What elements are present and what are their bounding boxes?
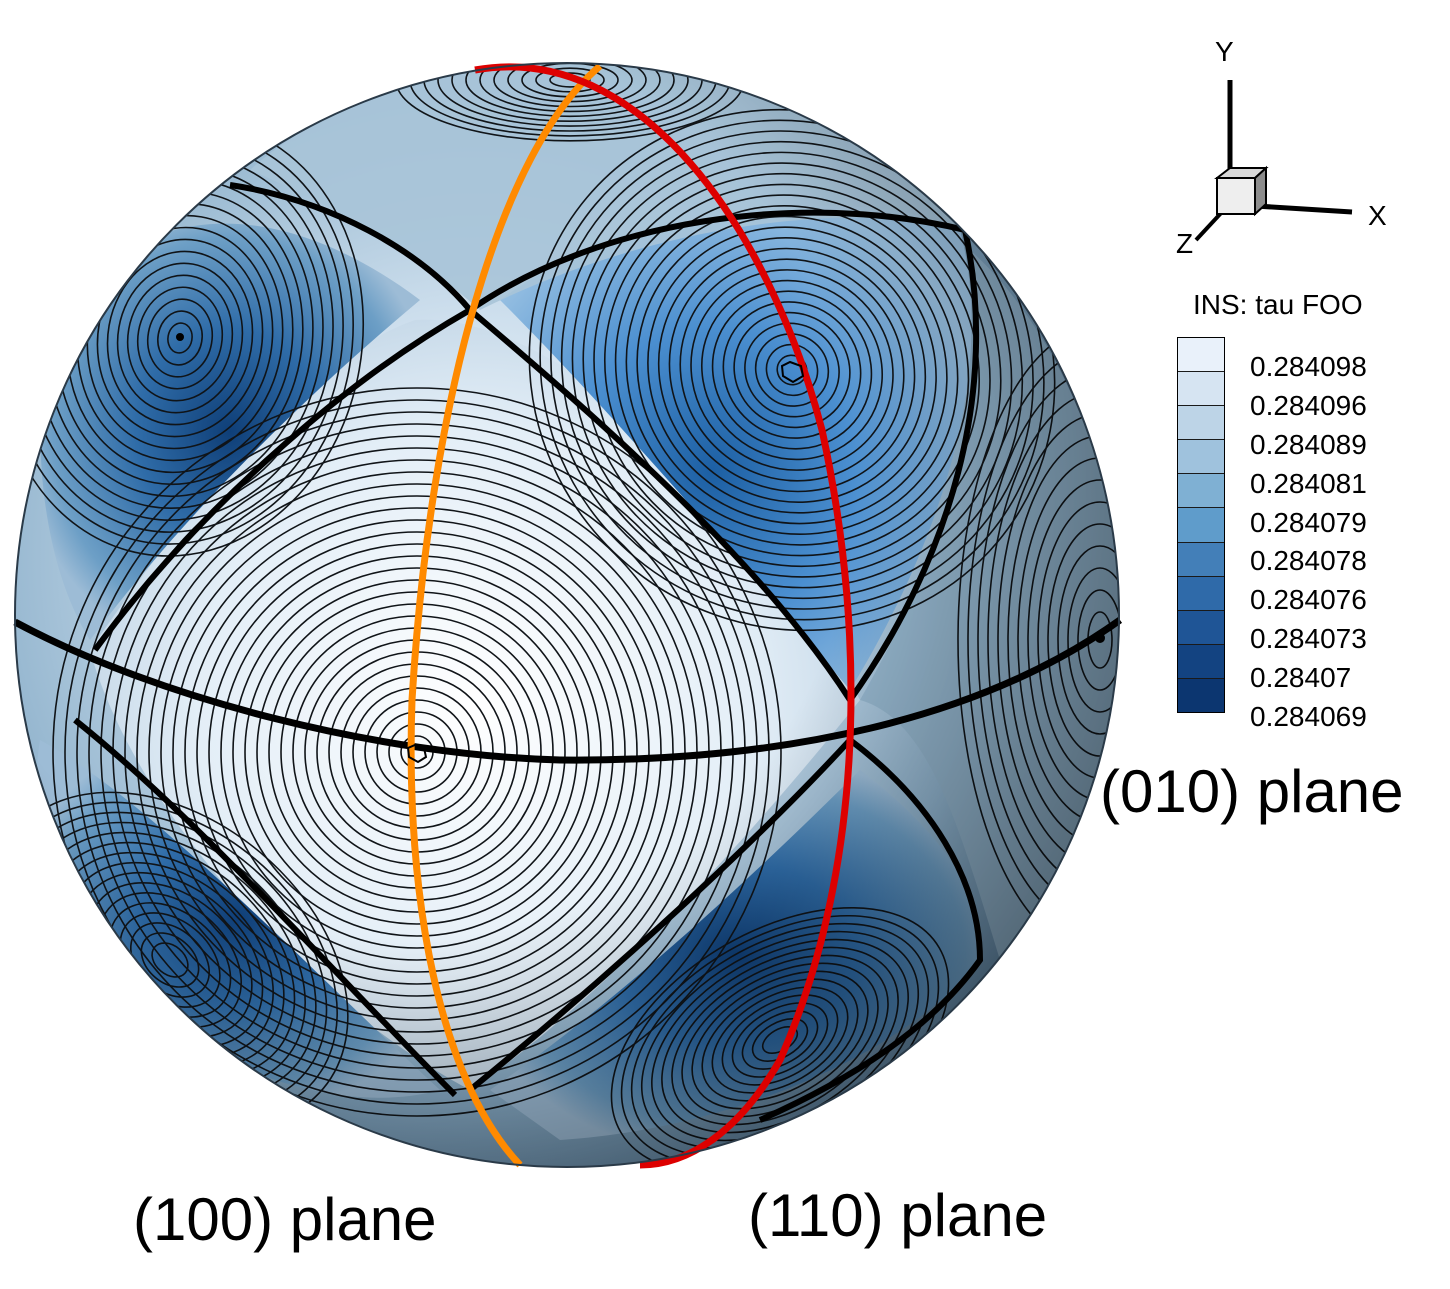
legend-colorbar bbox=[1177, 337, 1225, 713]
legend-labels: 0.284098 0.284096 0.284089 0.284081 0.284079… bbox=[1250, 348, 1367, 737]
x-axis-label: X bbox=[1368, 200, 1387, 231]
legend-level-label: 0.284098 bbox=[1250, 351, 1367, 382]
plane-110-label: (110) plane bbox=[748, 1182, 1048, 1249]
legend-swatch bbox=[1178, 372, 1224, 407]
z-axis-label: Z bbox=[1176, 228, 1193, 259]
legend-swatch bbox=[1178, 406, 1224, 441]
legend-swatch bbox=[1178, 644, 1224, 679]
legend-level-label: 0.284078 bbox=[1250, 545, 1367, 577]
plane-110-line bbox=[474, 63, 855, 1169]
legend-swatch bbox=[1178, 474, 1224, 509]
contour-field bbox=[15, 63, 1119, 1167]
legend-level-label: 0.284073 bbox=[1250, 623, 1367, 655]
legend-swatch bbox=[1178, 610, 1224, 645]
legend-level-label: 0.284076 bbox=[1250, 584, 1367, 616]
plane-010-label: (010) plane bbox=[1100, 758, 1404, 825]
legend-swatch bbox=[1178, 678, 1224, 713]
legend-level-label: 0.284089 bbox=[1250, 428, 1367, 460]
legend-level-label: 0.284069 bbox=[1250, 701, 1367, 733]
z-axis-line bbox=[1194, 210, 1224, 242]
legend-swatch bbox=[1178, 576, 1224, 611]
legend-level-label: 0.284096 bbox=[1250, 389, 1367, 421]
legend-swatch bbox=[1178, 508, 1224, 543]
legend-swatch bbox=[1178, 338, 1224, 373]
sphere-outline bbox=[14, 62, 1120, 1168]
plane-100-label: (100) plane bbox=[133, 1186, 437, 1253]
legend-level-label: 0.284079 bbox=[1250, 506, 1367, 538]
legend-swatch bbox=[1178, 542, 1224, 577]
axis-triad: Y X Z bbox=[1176, 36, 1387, 259]
y-axis-label: Y bbox=[1215, 36, 1234, 67]
equator-010-line bbox=[13, 617, 1123, 764]
vortex-markers bbox=[176, 333, 1105, 764]
legend-level-label: 0.284081 bbox=[1250, 467, 1367, 499]
legend-title: INS: tau FOO bbox=[1193, 289, 1363, 320]
plane-100-line bbox=[407, 63, 603, 1168]
triad-cube-icon bbox=[1216, 177, 1256, 215]
legend-level-label: 0.28407 bbox=[1250, 662, 1352, 694]
legend-swatch bbox=[1178, 440, 1224, 475]
